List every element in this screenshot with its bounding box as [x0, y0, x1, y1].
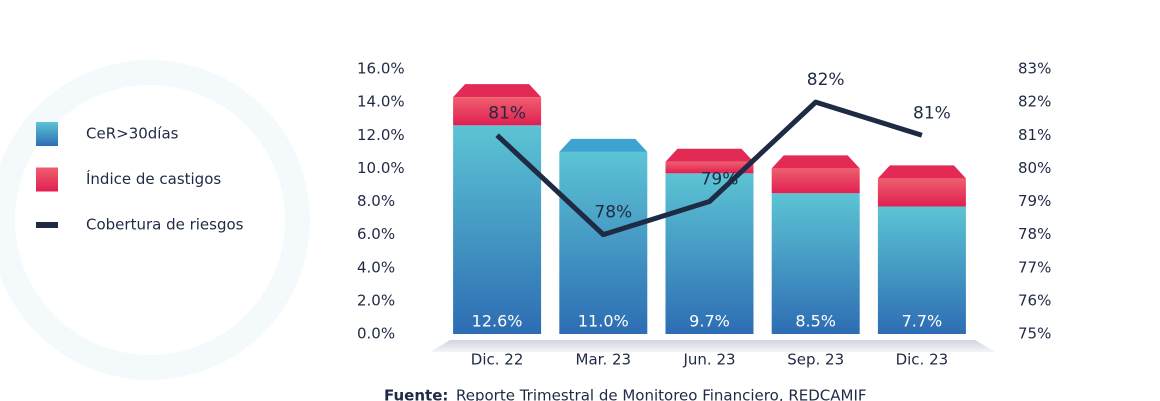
- y-tick-label: 2.0%: [357, 291, 395, 309]
- source: Reporte Trimestral de Monitoreo Financie…: [456, 387, 867, 401]
- legend-swatch: [36, 122, 58, 146]
- legend-swatch: [36, 167, 58, 192]
- bg-circle: [15, 85, 285, 355]
- x-tick-label: Mar. 23: [576, 351, 632, 369]
- bar-segment: [559, 151, 648, 334]
- legend-label: Cobertura de riesgos: [86, 216, 244, 234]
- legend-label: Índice de castigos: [86, 169, 221, 188]
- bar-segment: [453, 125, 542, 334]
- line-label: 81%: [913, 103, 951, 123]
- y2-tick-label: 80%: [1018, 159, 1051, 177]
- bar-cap: [559, 138, 648, 152]
- y2-tick-label: 79%: [1018, 192, 1051, 210]
- y2-tick-label: 77%: [1018, 258, 1051, 276]
- data-label: 11.0%: [578, 312, 629, 331]
- y2-tick-label: 82%: [1018, 93, 1051, 111]
- bar-segment: [877, 206, 966, 334]
- y2-tick-label: 76%: [1018, 291, 1051, 309]
- y2-tick-label: 75%: [1018, 325, 1051, 343]
- source-label: Fuente:: [384, 387, 448, 401]
- y-tick-label: 16.0%: [357, 60, 405, 78]
- y-tick-label: 12.0%: [357, 126, 405, 144]
- bar-cap: [877, 165, 966, 179]
- bar-cap: [453, 84, 542, 98]
- y-tick-label: 6.0%: [357, 225, 395, 243]
- bar-segment: [665, 173, 754, 334]
- bar-segment: [877, 178, 966, 207]
- y-tick-label: 8.0%: [357, 192, 395, 210]
- y-tick-label: 0.0%: [357, 325, 395, 343]
- y2-tick-label: 83%: [1018, 60, 1051, 78]
- line-label: 82%: [807, 70, 845, 90]
- bar-segment: [771, 193, 860, 334]
- legend-label: CeR>30días: [86, 125, 179, 143]
- line-label: 78%: [594, 203, 632, 223]
- line: [495, 99, 923, 238]
- legend-swatch: [36, 222, 58, 228]
- y-tick-label: 4.0%: [357, 258, 395, 276]
- line-label: 79%: [701, 170, 739, 190]
- line-label: 81%: [488, 103, 526, 123]
- bar-cap: [665, 148, 754, 162]
- base-shadow: [430, 340, 995, 352]
- x-tick-label: Sep. 23: [787, 351, 844, 369]
- bar-cap: [771, 155, 860, 169]
- x-tick-label: Jun. 23: [682, 351, 735, 369]
- y-tick-label: 10.0%: [357, 159, 405, 177]
- bar-segment: [771, 168, 860, 194]
- data-label: 12.6%: [472, 312, 523, 331]
- y-tick-label: 14.0%: [357, 93, 405, 111]
- bar-segment: [453, 97, 542, 126]
- y2-tick-label: 81%: [1018, 126, 1051, 144]
- data-label: 7.7%: [902, 312, 943, 331]
- data-label: 9.7%: [689, 312, 730, 331]
- bar-segment: [665, 161, 754, 174]
- data-label: 8.5%: [795, 312, 836, 331]
- y2-tick-label: 78%: [1018, 225, 1051, 243]
- x-tick-label: Dic. 23: [896, 351, 949, 369]
- x-tick-label: Dic. 22: [471, 351, 524, 369]
